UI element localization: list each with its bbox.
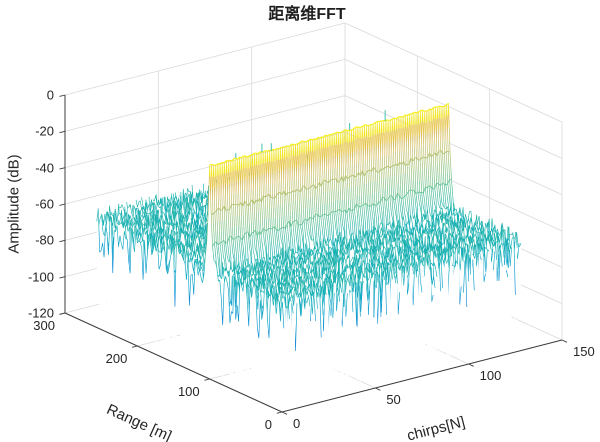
z-axis-label: Amplitude (dB) (5, 154, 23, 254)
chirps-tick-label: 50 (386, 392, 401, 407)
range-tick-label: 100 (177, 384, 200, 399)
chirps-tick-label: 0 (293, 416, 301, 431)
z-tick-label: -80 (35, 232, 54, 248)
range-tick-label: 200 (105, 351, 128, 366)
range-tick-label: 0 (264, 417, 272, 432)
range-tick-label: 300 (33, 318, 55, 333)
z-tick-label: -40 (35, 160, 54, 176)
z-tick-label: -60 (35, 196, 54, 212)
chirps-tick-label: 150 (573, 344, 595, 359)
z-tick-label: 0 (46, 87, 54, 103)
z-tick-label: -20 (35, 123, 54, 139)
chart-title: 距离维FFT (268, 6, 346, 23)
z-tick-label: -120 (27, 305, 54, 321)
z-tick-label: -100 (27, 269, 54, 285)
chirps-tick-label: 100 (479, 368, 502, 383)
